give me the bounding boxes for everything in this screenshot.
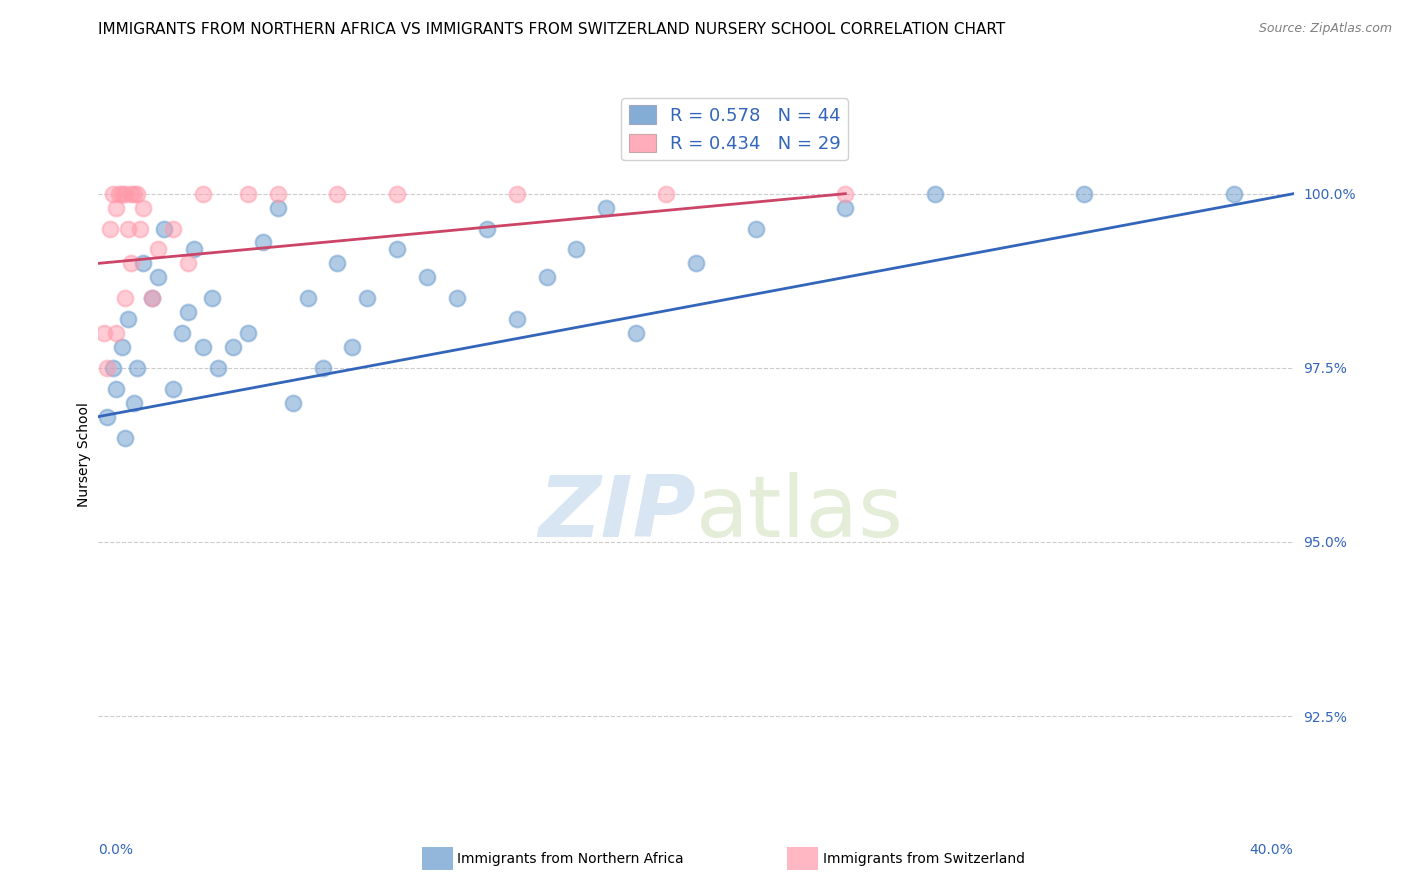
Point [120,256,142,270]
Point [281,395,304,409]
Point [183,243,205,257]
Point [117,221,139,235]
Point [326,256,349,270]
Text: Immigrants from Northern Africa: Immigrants from Northern Africa [457,852,683,865]
Point [162,382,184,396]
Point [153,221,176,235]
Point [177,256,200,270]
Point [252,235,274,250]
Point [626,326,648,340]
Text: Immigrants from Switzerland: Immigrants from Switzerland [823,852,1025,865]
Point [536,270,558,285]
Point [222,340,245,354]
Point [416,270,439,285]
Point [114,186,136,201]
Point [108,186,131,201]
Point [141,291,163,305]
Point [103,360,125,375]
Point [1222,186,1246,201]
Point [177,305,200,319]
Point [124,186,146,201]
Point [129,221,152,235]
Point [201,291,224,305]
Y-axis label: Nursery School: Nursery School [77,402,91,508]
Point [236,186,259,201]
Point [207,360,229,375]
Point [385,243,409,257]
Point [172,326,194,340]
Point [148,270,170,285]
Point [685,256,707,270]
Point [124,395,146,409]
Point [191,186,214,201]
Point [127,186,149,201]
Point [834,186,856,201]
Legend: R = 0.578   N = 44, R = 0.434   N = 29: R = 0.578 N = 44, R = 0.434 N = 29 [621,98,848,161]
Point [565,243,588,257]
Point [162,221,184,235]
Point [105,382,128,396]
Point [132,201,155,215]
Point [96,409,118,424]
Point [595,201,617,215]
Point [326,186,349,201]
Point [356,291,378,305]
Point [342,340,364,354]
Point [1073,186,1095,201]
Point [236,326,259,340]
Point [105,201,128,215]
Point [127,360,149,375]
Point [655,186,678,201]
Point [117,312,139,326]
Text: 40.0%: 40.0% [1250,843,1294,857]
Point [114,291,136,305]
Point [834,201,856,215]
Point [446,291,468,305]
Point [506,312,529,326]
Point [475,221,498,235]
Point [120,186,142,201]
Point [745,221,768,235]
Point [297,291,319,305]
Text: ZIP: ZIP [538,472,696,555]
Text: 0.0%: 0.0% [98,843,134,857]
Point [132,256,155,270]
Point [111,186,134,201]
Text: Source: ZipAtlas.com: Source: ZipAtlas.com [1258,22,1392,36]
Point [100,221,122,235]
Point [105,326,128,340]
Point [103,186,125,201]
Point [267,201,290,215]
Point [148,243,170,257]
Point [506,186,529,201]
Point [267,186,290,201]
Text: atlas: atlas [696,472,904,555]
Point [114,430,136,444]
Point [191,340,214,354]
Text: IMMIGRANTS FROM NORTHERN AFRICA VS IMMIGRANTS FROM SWITZERLAND NURSERY SCHOOL CO: IMMIGRANTS FROM NORTHERN AFRICA VS IMMIG… [98,22,1005,37]
Point [311,360,333,375]
Point [141,291,163,305]
Point [924,186,946,201]
Point [111,340,134,354]
Point [93,326,115,340]
Point [96,360,118,375]
Point [385,186,409,201]
